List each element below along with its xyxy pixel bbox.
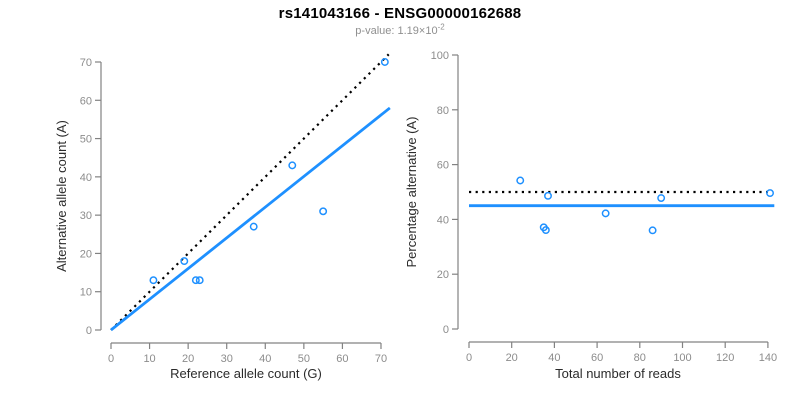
y-tick-label: 80 [437, 105, 449, 117]
x-tick-label: 60 [591, 352, 603, 364]
y-tick-label: 40 [437, 214, 449, 226]
data-point [766, 189, 774, 198]
y-tick-label: 10 [80, 287, 92, 299]
x-tick-label: 30 [221, 353, 233, 365]
data-point [657, 194, 666, 202]
x-tick-label: 60 [336, 353, 348, 365]
data-point [191, 276, 200, 285]
x-tick-label: 50 [298, 353, 310, 365]
y-tick-label: 70 [80, 57, 92, 69]
right-xaxis-title: Total number of reads [555, 366, 681, 381]
x-tick-label: 20 [182, 353, 194, 365]
data-point [180, 257, 189, 266]
data-point [541, 226, 550, 235]
x-tick-label: 100 [673, 352, 691, 364]
data-point [544, 191, 552, 200]
data-point [249, 222, 258, 231]
x-tick-label: 70 [375, 353, 387, 365]
x-tick-label: 0 [108, 353, 114, 365]
x-tick-label: 80 [634, 352, 646, 364]
right-yaxis-title: Percentage alternative (A) [404, 116, 419, 267]
y-tick-label: 30 [80, 210, 92, 222]
fitted-line [110, 106, 391, 332]
x-tick-label: 0 [466, 352, 472, 364]
x-tick-label: 120 [716, 352, 734, 364]
plot-subtitle: p-value: 1.19×10-2 [0, 22, 800, 37]
data-point [516, 176, 525, 185]
y-tick-label: 20 [80, 248, 92, 260]
y-tick-label: 50 [80, 134, 92, 146]
data-point [288, 161, 297, 170]
x-tick-label: 40 [259, 353, 271, 365]
x-tick-label: 40 [548, 352, 560, 364]
x-tick-label: 140 [759, 352, 777, 364]
data-point [195, 276, 204, 285]
left-xaxis-title: Reference allele count (G) [170, 366, 322, 381]
pvalue-exponent: -2 [437, 22, 445, 32]
plot-title: rs141043166 - ENSG00000162688 [278, 5, 522, 22]
y-tick-label: 100 [431, 50, 449, 62]
plot-panel-allele-counts: 0 10 20 30 40 50 60 70 0 10 20 30 40 50 60 70 [80, 53, 391, 365]
x-tick-label: 20 [506, 352, 518, 364]
expected-1to1-line [110, 53, 390, 331]
data-point [601, 209, 610, 218]
y-tick-label: 60 [437, 160, 449, 172]
y-tick-label: 0 [86, 325, 92, 337]
data-point [648, 226, 657, 235]
left-yaxis-title: Alternative allele count (A) [54, 120, 69, 272]
plot-panel-percentage-vs-coverage: 0 20 40 60 80 100 0 20 40 60 80 100 120 140 [431, 50, 777, 364]
y-tick-label: 40 [80, 172, 92, 184]
pvalue-label: p-value: [355, 25, 398, 37]
pvalue-base: 1.19×10 [397, 25, 438, 37]
data-point [149, 276, 158, 285]
x-tick-label: 10 [143, 353, 155, 365]
y-tick-label: 20 [437, 269, 449, 281]
y-tick-label: 0 [443, 324, 449, 336]
data-point [319, 207, 328, 216]
y-tick-label: 60 [80, 95, 92, 107]
data-point [380, 58, 389, 66]
